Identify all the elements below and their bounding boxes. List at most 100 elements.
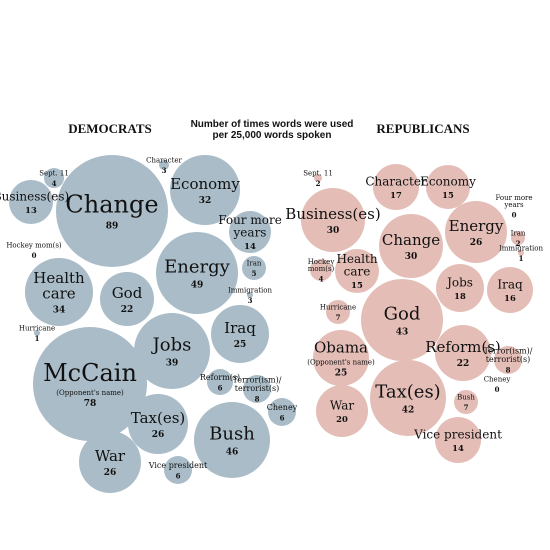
democrats-jobs-bubble xyxy=(134,313,210,389)
democrats-war-label: War xyxy=(95,447,126,465)
republicans-health-care-bubble xyxy=(335,249,379,293)
democrats-sept-11-bubble xyxy=(44,168,64,188)
democrats-economy-value: 32 xyxy=(199,196,212,206)
democrats-tax-es-bubble-group: Tax(es) 26 xyxy=(128,394,188,454)
democrats-hockey-mom-s-bubble-group: Hockey mom(s)0 xyxy=(6,242,62,260)
republicans-hockey-mom-s-label-2: mom(s) xyxy=(308,265,335,273)
democrats-iraq-bubble-group: Iraq 25 xyxy=(211,305,269,363)
democrats-iran-label: Iran xyxy=(247,260,262,268)
republicans-energy-bubble-group: Energy 26 xyxy=(445,201,507,263)
democrats-hurricane-label: Hurricane xyxy=(19,325,55,333)
republicans-energy-bubble xyxy=(445,201,507,263)
republicans-obama-value: 25 xyxy=(335,368,348,378)
republicans-bush-value: 7 xyxy=(464,403,469,412)
republicans-change-value: 30 xyxy=(405,252,418,262)
democrats-terror-ism-terrorist-s-label-1: Terror(ism)/ xyxy=(233,376,282,385)
democrats-health-care-bubble xyxy=(25,258,93,326)
republicans-iraq-value: 16 xyxy=(504,293,516,303)
republicans-reform-s-bubble xyxy=(435,325,491,381)
democrats-vice-president-bubble xyxy=(164,456,192,484)
democrats-god-bubble xyxy=(100,272,154,326)
republicans-terror-ism-terrorist-s-bubble xyxy=(494,346,522,374)
republicans-war-bubble xyxy=(316,385,368,437)
democrats-four-more-years-label-1: Four more xyxy=(218,213,282,227)
democrats-energy-label: Energy xyxy=(164,257,231,278)
republicans-vice-president-bubble-group: Vice president 14 xyxy=(413,417,502,463)
democrats-mccain-label: McCain xyxy=(43,359,137,387)
republicans-business-es-bubble-group: Business(es) 30 xyxy=(285,188,381,252)
republicans-jobs-label: Jobs xyxy=(445,275,473,289)
republicans-economy-bubble-group: Economy 15 xyxy=(420,165,476,209)
republicans-tax-es-bubble-group: Tax(es) 42 xyxy=(370,360,446,436)
chart-title-line-2: per 25,000 words spoken xyxy=(213,130,332,141)
democrats-economy-label: Economy xyxy=(170,175,240,193)
democrats-bush-bubble-group: Bush 46 xyxy=(194,402,270,478)
democrats-change-label: Change xyxy=(65,190,158,218)
democrats-economy-bubble xyxy=(170,155,240,225)
republicans-tax-es-label: Tax(es) xyxy=(375,382,440,403)
democrats-war-value: 26 xyxy=(104,468,117,478)
republicans-hurricane-bubble xyxy=(326,300,350,324)
republicans-character-bubble xyxy=(373,164,419,210)
republicans-hurricane-value: 7 xyxy=(336,313,341,322)
republicans-reform-s-label: Reform(s) xyxy=(425,338,501,356)
republicans-tax-es-bubble xyxy=(370,360,446,436)
republicans-energy-label: Energy xyxy=(449,217,504,235)
republicans-war-label: War xyxy=(330,398,354,412)
republicans-health-care-label-2: care xyxy=(344,264,371,278)
democrats-change-value: 89 xyxy=(106,221,119,231)
republicans-iran-value: 2 xyxy=(516,239,521,248)
republicans-sept-11-bubble-group: Sept. 112 xyxy=(303,170,333,188)
democrats-jobs-bubble-group: Jobs 39 xyxy=(134,313,210,389)
democrats-iran-bubble xyxy=(242,256,266,280)
republicans-iran-bubble xyxy=(511,231,525,245)
democrats-reform-s-bubble-group: Reform(s)6 xyxy=(200,369,240,395)
democrats-character-bubble xyxy=(159,160,169,170)
democrats-cheney-value: 6 xyxy=(280,413,285,422)
republicans-cheney-value: 0 xyxy=(495,385,500,394)
democrats-cheney-bubble xyxy=(268,398,296,426)
democrats-tax-es-value: 26 xyxy=(152,430,165,440)
republicans-terror-ism-terrorist-s-value: 8 xyxy=(506,366,511,375)
democrats-hockey-mom-s-value: 0 xyxy=(32,251,37,260)
republicans-war-value: 20 xyxy=(336,414,348,424)
democrats-heading: DEMOCRATS xyxy=(68,121,152,136)
republicans-terror-ism-terrorist-s-label-1: Terror(ism)/ xyxy=(484,347,533,356)
democrats-terror-ism-terrorist-s-value: 8 xyxy=(255,395,260,404)
democrats-jobs-value: 39 xyxy=(166,358,179,368)
republicans-change-bubble xyxy=(379,214,443,278)
republicans-business-es-bubble xyxy=(301,188,365,252)
republicans-jobs-bubble xyxy=(436,264,484,312)
republicans-bush-label: Bush xyxy=(457,394,475,402)
democrats-business-es-bubble xyxy=(9,180,53,224)
democrats-vice-president-value: 6 xyxy=(176,471,181,480)
democrats-mccain-bubble xyxy=(33,327,147,441)
democrats-mccain-value: 78 xyxy=(84,399,97,409)
democrats-immigration-label: Immigration xyxy=(228,287,273,295)
democrats-economy-bubble-group: Economy 32 xyxy=(170,155,240,225)
democrats-energy-value: 49 xyxy=(191,280,204,290)
republicans-terror-ism-terrorist-s-label-2: terrorist(s) xyxy=(486,355,530,364)
democrats-god-label: God xyxy=(112,284,143,302)
democrats-reform-s-value: 6 xyxy=(218,383,223,392)
republicans-hockey-mom-s-label-1: Hockey xyxy=(308,258,335,266)
democrats-bush-bubble xyxy=(194,402,270,478)
democrats-cheney-label: Cheney xyxy=(267,403,298,412)
republicans-change-bubble-group: Change 30 xyxy=(379,214,443,278)
democrats-immigration-bubble xyxy=(247,292,253,298)
republicans-immigration-value: 1 xyxy=(519,254,524,263)
republicans-god-bubble-group: God 43 xyxy=(361,279,443,361)
republicans-vice-president-bubble xyxy=(435,417,481,463)
republicans-jobs-bubble-group: Jobs 18 xyxy=(436,264,484,312)
democrats-four-more-years-bubble xyxy=(229,211,271,253)
republicans-tax-es-value: 42 xyxy=(402,405,415,415)
democrats-mccain-note: (Opponent's name) xyxy=(56,389,124,397)
